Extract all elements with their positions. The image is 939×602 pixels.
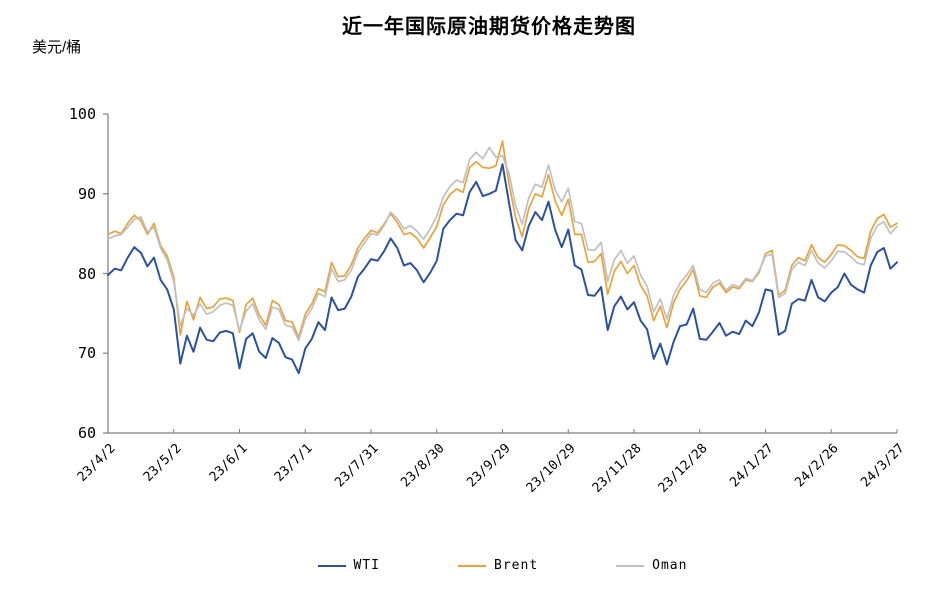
legend-item-oman: Oman (616, 558, 687, 573)
legend-item-wti: WTI (317, 558, 381, 573)
y-axis-tick-label: 80 (77, 264, 96, 283)
wti-price-line (107, 163, 898, 375)
legend-swatch-oman (616, 564, 645, 567)
legend-swatch-wti (317, 564, 346, 567)
chart-title: 近一年国际原油期货价格走势图 (342, 16, 636, 38)
legend-label-wti: WTI (353, 558, 381, 573)
oman-price-line (107, 146, 898, 342)
y-axis-tick-label: 70 (77, 344, 96, 363)
chart-legend: WTI Brent Oman (108, 558, 897, 573)
brent-price-line (107, 140, 898, 339)
legend-swatch-brent (458, 564, 487, 567)
y-axis-tick-label: 90 (77, 184, 96, 203)
y-axis-tick-label: 60 (77, 424, 96, 442)
y-axis-tick-label: 100 (68, 105, 96, 123)
legend-item-brent: Brent (458, 558, 538, 573)
legend-label-brent: Brent (494, 558, 539, 573)
y-axis-unit-label: 美元/桶 (32, 39, 82, 56)
legend-label-oman: Oman (652, 558, 688, 573)
